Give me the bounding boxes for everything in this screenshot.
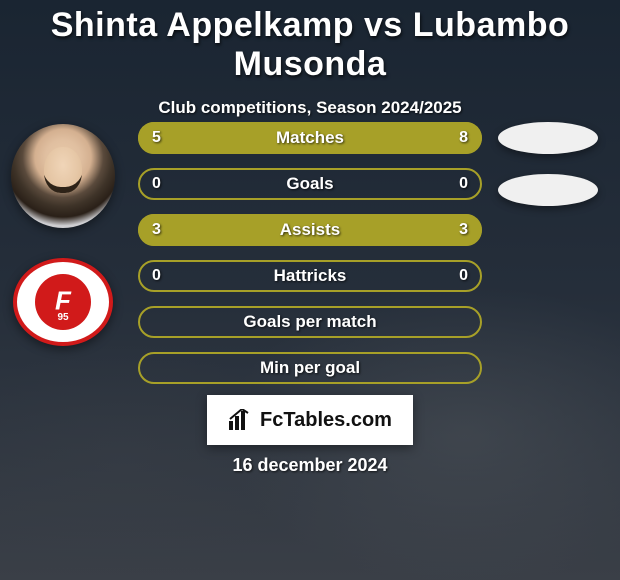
page-title: Shinta Appelkamp vs Lubambo Musonda <box>0 0 620 84</box>
page-subtitle: Club competitions, Season 2024/2025 <box>0 98 620 118</box>
club-badge-right-placeholder <box>498 174 598 206</box>
fctables-badge: FcTables.com <box>207 395 413 445</box>
left-player-column: F 95 <box>8 124 118 346</box>
fctables-icon <box>228 409 254 431</box>
stat-row: 00Goals <box>138 168 482 200</box>
fctables-label: FcTables.com <box>260 409 392 432</box>
stat-row: 33Assists <box>138 214 482 246</box>
content-root: Shinta Appelkamp vs Lubambo Musonda Club… <box>0 0 620 580</box>
stat-row: Goals per match <box>138 306 482 338</box>
stat-label: Goals per match <box>138 306 482 338</box>
stat-label: Hattricks <box>138 260 482 292</box>
club-badge-sub: 95 <box>57 312 68 323</box>
stat-label: Min per goal <box>138 352 482 384</box>
stat-row: 00Hattricks <box>138 260 482 292</box>
player-avatar-left <box>11 124 115 228</box>
date-label: 16 december 2024 <box>0 455 620 476</box>
stat-rows: 58Matches 00Goals 33Assists 00Hattricks Goal… <box>138 122 482 384</box>
stat-label: Assists <box>138 214 482 246</box>
right-player-column <box>492 122 604 206</box>
stat-row: Min per goal <box>138 352 482 384</box>
player-avatar-right-placeholder <box>498 122 598 154</box>
stat-row: 58Matches <box>138 122 482 154</box>
stat-label: Goals <box>138 168 482 200</box>
club-badge-left: F 95 <box>13 258 113 346</box>
stat-label: Matches <box>138 122 482 154</box>
